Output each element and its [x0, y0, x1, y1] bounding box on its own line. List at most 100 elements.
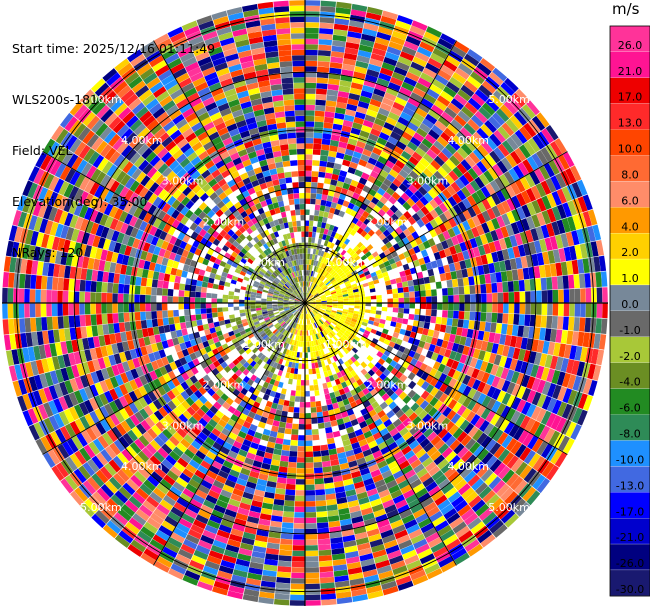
range-gate — [211, 293, 218, 299]
range-gate — [383, 260, 391, 267]
range-gate — [582, 258, 590, 273]
range-gate — [315, 306, 321, 309]
range-gate — [551, 206, 562, 221]
range-gate — [335, 314, 341, 319]
range-gate — [437, 95, 451, 107]
range-gate — [207, 282, 214, 289]
range-gate — [333, 208, 341, 216]
range-gate — [439, 324, 447, 333]
range-gate — [351, 252, 358, 259]
range-gate — [507, 313, 514, 325]
range-gate — [493, 240, 502, 252]
range-gate — [438, 202, 448, 213]
range-gate — [531, 115, 546, 131]
range-gate — [292, 423, 299, 430]
range-gate — [357, 270, 364, 276]
range-gate — [305, 11, 320, 17]
range-gate — [471, 226, 480, 238]
range-gate — [328, 285, 334, 290]
range-gate — [250, 305, 256, 309]
range-gate — [379, 169, 389, 179]
range-gate — [85, 280, 92, 292]
range-gate — [504, 77, 519, 93]
range-gate — [579, 347, 588, 362]
range-gate — [364, 251, 372, 258]
range-gate — [305, 583, 320, 590]
range-gate — [544, 328, 552, 342]
range-gate — [518, 280, 525, 292]
range-gate — [390, 230, 399, 239]
range-gate — [332, 272, 338, 278]
range-gate — [476, 62, 492, 76]
range-gate — [376, 259, 384, 266]
range-gate — [324, 206, 331, 213]
range-gate — [316, 511, 328, 518]
range-gate — [330, 263, 336, 269]
range-gate — [305, 523, 317, 529]
range-gate — [364, 17, 380, 27]
range-gate — [311, 290, 316, 295]
range-gate — [356, 220, 363, 228]
range-gate — [140, 286, 147, 295]
range-gate — [305, 104, 315, 111]
range-gate — [306, 275, 308, 282]
range-gate — [274, 598, 290, 606]
range-gate — [415, 107, 428, 118]
range-gate — [318, 50, 331, 57]
range-gate — [307, 287, 310, 293]
range-gate — [391, 191, 401, 201]
range-gate — [459, 174, 470, 187]
range-gate — [326, 305, 333, 308]
range-gate — [503, 100, 518, 115]
range-gate — [397, 196, 406, 206]
range-gate — [477, 144, 489, 157]
range-gate — [310, 276, 314, 282]
range-gate — [418, 321, 425, 328]
range-gate — [332, 256, 338, 263]
range-gate — [483, 170, 494, 183]
range-gate — [480, 360, 489, 372]
range-gate — [499, 334, 507, 345]
range-gate — [488, 352, 497, 364]
range-gate — [316, 227, 321, 233]
range-gate — [293, 517, 305, 524]
range-gate — [577, 331, 585, 347]
range-gate — [513, 280, 520, 292]
range-gate — [106, 303, 113, 314]
range-gate — [402, 179, 412, 189]
range-gate — [600, 318, 608, 334]
range-gate — [510, 181, 521, 195]
range-gate — [376, 77, 390, 87]
range-gate — [385, 87, 399, 97]
range-gate — [467, 206, 477, 218]
range-gate — [362, 267, 369, 273]
range-gate — [430, 352, 439, 361]
range-gate — [118, 322, 126, 333]
range-gate — [514, 147, 527, 162]
range-gate — [456, 252, 465, 262]
range-gate — [516, 193, 527, 207]
range-gate — [325, 273, 331, 279]
range-gate — [2, 319, 10, 335]
range-gate — [428, 275, 436, 283]
range-gate — [499, 355, 508, 368]
range-gate — [360, 222, 368, 231]
range-gate — [514, 303, 520, 314]
range-gate — [388, 196, 397, 205]
range-gate — [311, 289, 315, 295]
range-gate — [365, 162, 375, 171]
range-gate — [403, 76, 417, 87]
range-gate — [394, 96, 407, 107]
range-gate — [325, 293, 331, 297]
range-gate — [346, 247, 353, 254]
range-gate — [464, 294, 471, 303]
range-gate — [352, 286, 358, 291]
range-gate — [552, 303, 559, 316]
range-gate — [347, 98, 359, 106]
range-gate — [151, 279, 158, 288]
range-gate — [297, 457, 305, 463]
range-gate — [315, 99, 326, 106]
range-gate — [325, 488, 336, 495]
range-gate — [145, 311, 152, 320]
range-gate — [560, 330, 568, 344]
